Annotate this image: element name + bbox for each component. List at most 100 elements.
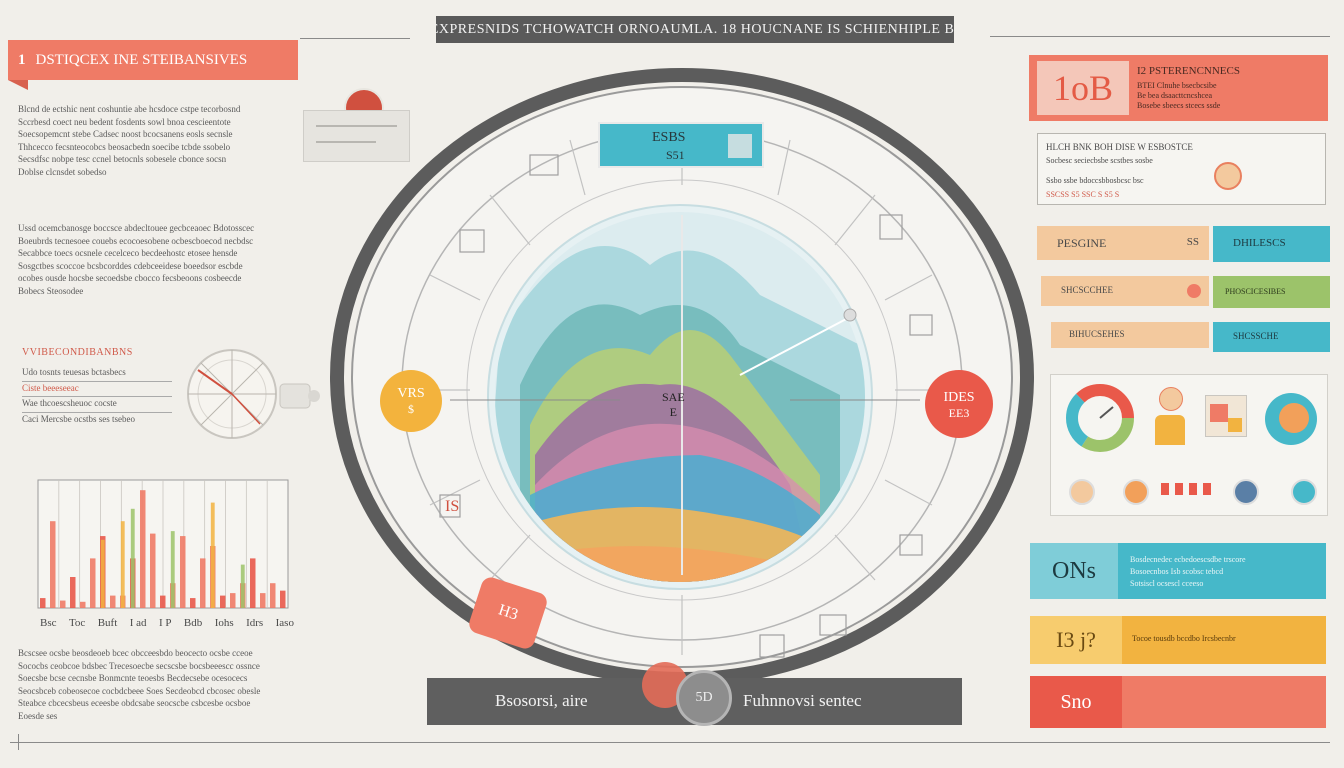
icons-panel [1050,374,1328,516]
teal-bar-line: Bosoecnbos Isb scobsc tebcd [1130,567,1224,576]
row3-left: BIHUCSEHES [1051,322,1209,348]
row2-dot-icon [1187,284,1201,298]
chart-bar [230,593,236,608]
chart-tick-label: Idrs [246,617,264,629]
teal-bar-line: Bosdecnedec ecbedoescsdbe trscore [1130,555,1246,564]
left-header-title: DSTIQCEX INE STEIBANSIVES [35,51,248,68]
small-icon-1 [1069,479,1095,505]
side-tag: IS [445,498,460,515]
row1-left: PESGINE SS [1037,226,1209,260]
pie-sketch-icon [187,349,320,439]
chart-bar [100,539,105,608]
chart-bar [120,521,125,608]
mini-line: Udo tosnts teuesas bctasbecs [22,366,172,382]
row2-left-label: SHCSCCHEE [1061,285,1114,295]
chart-tick-label: Bsc [40,617,57,629]
chart-bar [60,600,66,608]
row3-left-label: BIHUCSEHES [1069,329,1125,339]
top-rule-left [300,38,410,39]
chart-bar [240,564,245,608]
chart-bar [160,595,166,608]
teal-bar-label: ONs [1030,543,1118,599]
coral-bar-label: Sno [1030,676,1122,728]
chart-bar [280,590,286,608]
teal-orb-icon [1265,393,1317,445]
chart-tick-label: Iaso [275,617,294,629]
person-icon [1155,387,1185,451]
right-badge-a: IDES [943,390,975,405]
mini-list: Udo tosnts teuesas bctasbecs Ciste beees… [22,366,172,425]
chart-tick-label: Bdb [183,617,203,629]
row1-mid-label: SS [1186,236,1199,248]
chart-tick-label: Toc [68,617,86,629]
center-label-a: SAE [662,390,685,404]
chart-bar [200,558,206,608]
chart-bar [110,595,116,608]
yellow-bar: I3 j? Tocoe tousdb bccdbo Ircsbecnbr [1030,616,1326,664]
big-card-line: Bosebe sbeecs stcecs ssde [1137,101,1221,110]
chart-bar [180,536,186,608]
left-paragraph-1: Blcnd de ectshic nent coshuntie abe hcsd… [18,104,241,177]
chart-tick-label: I P [158,617,172,629]
top-tag-line-b: S51 [666,148,685,162]
left-badge-a: VRS [397,386,425,401]
right-badge-b: EE3 [948,406,970,420]
corner-mark [18,734,19,750]
chart-bar [220,595,226,608]
center-label: SAE E [662,390,685,420]
banner-right-text: Fuhnnovsi sentec [743,691,862,710]
info-icon [1214,162,1242,190]
chart-tick-label: Buft [97,617,118,629]
left-header-tail [8,80,28,90]
chart-bar [270,583,276,608]
banner-center-label: 5D [695,690,713,705]
small-icon-5 [1291,479,1317,505]
info-line: Ssbo ssbe bdoccsbbosbcsc bsc [1046,176,1144,185]
red-tag-label: H3 [496,601,521,624]
big-card-line: BTEI Clnuhe bsecbcsibe [1137,81,1217,90]
small-icon-4 [1233,479,1259,505]
big-number: 1oB [1037,61,1129,115]
top-tag-line-a: ESBS [652,130,686,145]
info-head: HLCH BNK BOH DISE W ESBOSTCE [1046,142,1193,152]
left-paragraph-3: Bcscsee ocsbe beosdeoeb bcec obcceesbdo … [18,648,261,721]
mini-line: Wae thcoescsheuoc cocste [22,397,172,413]
chart-bar [130,508,135,608]
center-label-b: E [669,405,677,419]
chart-bar [170,531,175,608]
chart-tick-label: Iohs [214,617,234,629]
teal-bar: ONs Bosdecnedec ecbedoescsdbe trscore Bo… [1030,543,1326,599]
row2-left: SHCSCCHEE [1041,276,1209,306]
top-center-tag: ESBS S51 [598,122,764,168]
chart-bar [40,598,46,608]
chart-tick-label: I ad [129,617,147,629]
left-paragraph-2: Ussd ocemcbanosge boccsce abdecltouee ge… [18,223,255,296]
donut-icon [1066,384,1134,452]
teal-bar-line: Sotsiscl ocsescl cceeso [1130,579,1204,588]
chart-bar [150,533,156,608]
top-tag-glyph [728,134,752,158]
note-card [303,110,410,162]
yellow-bar-label: I3 j? [1030,616,1122,664]
big-card-line: Be bea dsaacttcncshcea [1137,91,1213,100]
yellow-bar-text: Tocoe tousdb bccdbo Ircsbecnbr [1132,634,1236,643]
banner-left-text: Bsosorsi, aire [495,691,588,710]
row2-right-label: PHOSCICESIBES [1225,287,1286,296]
info-card: HLCH BNK BOH DISE W ESBOSTCE Socbesc sec… [1037,133,1326,205]
row1-left-label: PESGINE [1057,236,1107,250]
chart-bar [210,502,215,608]
chart-bar [90,558,96,608]
center-wheel [330,68,1034,686]
info-line: SSCSS S5 SSC S S5 S [1046,190,1120,199]
chart-bar [70,577,76,608]
left-header-ribbon: 1 DSTIQCEX INE STEIBANSIVES [8,40,298,80]
mini-line: Ciste beeeseeac [22,382,172,397]
row3-right: SHCSSCHE [1213,322,1330,352]
right-red-badge: IDES EE3 [925,370,993,438]
big-card-head: I2 PSTERENCNNECS [1137,65,1240,77]
chart-bar [260,593,266,608]
row3-right-label: SHCSSCHE [1233,331,1279,341]
coral-bar: Sno [1030,676,1326,728]
big-number-card: 1oB I2 PSTERENCNNECS BTEI Clnuhe bsecbcs… [1029,55,1328,121]
chart-bar [80,601,86,608]
